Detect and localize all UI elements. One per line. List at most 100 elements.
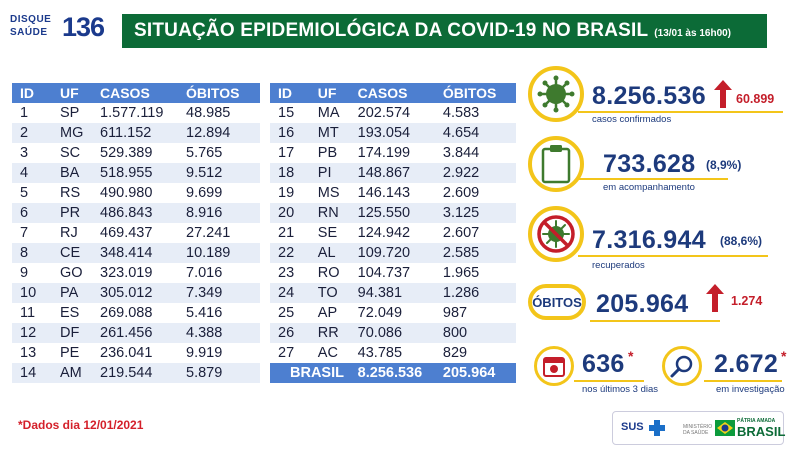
recent-value: 636	[582, 350, 625, 378]
monitoring-label: em acompanhamento	[603, 182, 695, 193]
table-cell: 27.241	[186, 225, 231, 241]
table-cell: 2.585	[438, 243, 516, 263]
table-cell: 24	[270, 283, 314, 303]
table-cell: 26	[270, 323, 314, 343]
arrow-up-icon	[706, 284, 724, 312]
table-cell: AM	[56, 363, 96, 383]
divider-line	[578, 111, 783, 113]
table-row: 21 SE 124.942 2.607	[270, 223, 516, 243]
table-cell: MS	[317, 185, 340, 201]
ministry-label: MINISTÉRIO DA SAÚDE	[683, 424, 713, 436]
table-row: 24 TO 94.381 1.286	[270, 283, 516, 303]
table-row: 25 AP 72.049 987	[270, 303, 516, 323]
sus-logo: SUS	[621, 421, 644, 433]
table-cell: 6	[12, 203, 56, 223]
virus-icon	[528, 66, 584, 122]
magnifier-icon	[662, 346, 702, 386]
table-cell: MT	[313, 123, 354, 143]
table-cell: 486.843	[96, 203, 182, 223]
table-cell: PB	[317, 145, 338, 161]
table-cell: GO	[60, 265, 83, 281]
table-cell: 987	[442, 305, 468, 321]
column-header: UF	[56, 83, 96, 103]
states-table-right: ID UF CASOS ÓBITOS 15 MA 202.574 4.583 16 MT 193.…	[270, 83, 516, 383]
recent-label: nos últimos 3 dias	[582, 384, 659, 395]
table-cell: 236.041	[100, 345, 153, 361]
table-cell: 1.965	[442, 265, 480, 281]
deaths-badge: ÓBITOS	[528, 284, 586, 320]
table-cell: 5.416	[186, 305, 223, 321]
table-cell: 9	[20, 265, 29, 281]
table-cell: 18	[270, 163, 314, 183]
clipboard-icon	[528, 136, 584, 192]
deaths-value: 205.964	[596, 290, 689, 318]
table-cell: 490.980	[100, 185, 153, 201]
table-cell: 9.699	[186, 185, 223, 201]
logo-number: 136	[62, 12, 105, 42]
table-cell: 7.349	[182, 283, 260, 303]
total-row: BRASIL 8.256.536 205.964	[270, 363, 516, 383]
table-cell: 109.720	[353, 243, 439, 263]
table-cell: 94.381	[353, 283, 439, 303]
recovered-label: recuperados	[592, 260, 645, 271]
table-cell: 13	[20, 345, 37, 361]
table-cell: 611.152	[96, 123, 182, 143]
table-row: 19 MS 146.143 2.609	[270, 183, 516, 203]
table-cell: 104.737	[357, 265, 411, 281]
monitoring-percent: (8,9%)	[706, 158, 742, 172]
table-cell: PA	[56, 283, 96, 303]
table-row: 27 AC 43.785 829	[270, 343, 516, 363]
recovered-percent: (88,6%)	[720, 234, 763, 248]
table-cell: 518.955	[96, 163, 182, 183]
table-cell: 529.389	[100, 145, 153, 161]
table-cell: SC	[60, 145, 81, 161]
brazil-flag-icon	[715, 420, 735, 436]
report-date: (13/01 às 16h00)	[654, 27, 732, 39]
table-row: 13 PE 236.041 9.919	[12, 343, 260, 363]
table-cell: 125.550	[353, 203, 439, 223]
monitoring-value: 733.628	[603, 150, 696, 178]
table-cell: 8.916	[182, 203, 260, 223]
calendar-icon	[534, 346, 574, 386]
column-header: ID	[12, 83, 56, 103]
table-row: 11 ES 269.088 5.416	[12, 303, 260, 323]
table-cell: 202.574	[357, 105, 411, 121]
table-cell: CE	[56, 243, 96, 263]
investigation-label: em investigação	[716, 384, 785, 395]
states-table-left: ID UF CASOS ÓBITOS 1 SP 1.577.119 48.985 2 MG 611…	[12, 83, 260, 383]
table-row: 10 PA 305.012 7.349	[12, 283, 260, 303]
table-cell: RO	[317, 265, 340, 281]
table-cell: 5	[20, 185, 29, 201]
table-cell: MG	[56, 123, 96, 143]
table-row: 12 DF 261.456 4.388	[12, 323, 260, 343]
table-cell: 4.583	[442, 105, 480, 121]
table-cell: 9.919	[186, 345, 223, 361]
table-cell: 7.016	[186, 265, 223, 281]
table-cell: 22	[270, 243, 314, 263]
table-cell: 219.544	[96, 363, 182, 383]
table-cell: 3.125	[438, 203, 516, 223]
table-cell: 174.199	[357, 145, 411, 161]
logo-line1: DISQUE	[10, 14, 52, 25]
table-cell: AC	[317, 345, 338, 361]
table-cell: 2.922	[438, 163, 516, 183]
table-cell: 4.388	[182, 323, 260, 343]
table-cell: 19	[278, 185, 295, 201]
divider-line	[578, 255, 768, 257]
table-cell: 469.437	[100, 225, 153, 241]
table-cell: 17	[278, 145, 295, 161]
table-row: 22 AL 109.720 2.585	[270, 243, 516, 263]
confirmed-label: casos confirmados	[592, 114, 672, 125]
table-cell: 148.867	[353, 163, 439, 183]
table-cell: 27	[278, 345, 295, 361]
table-cell: 48.985	[186, 105, 231, 121]
confirmed-value: 8.256.536	[592, 82, 706, 110]
recent-star: *	[628, 348, 634, 364]
gov-name: BRASIL	[737, 424, 786, 439]
table-row: 6 PR 486.843 8.916	[12, 203, 260, 223]
table-row: 20 RN 125.550 3.125	[270, 203, 516, 223]
column-header: UF	[313, 83, 354, 103]
arrow-up-icon	[714, 80, 732, 108]
confirmed-increase: 60.899	[736, 92, 775, 106]
table-cell: 1	[20, 105, 29, 121]
